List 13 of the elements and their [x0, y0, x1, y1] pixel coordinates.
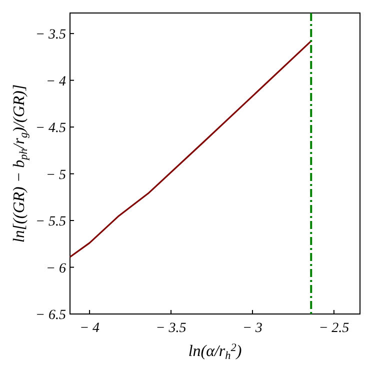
x-tick-label: − 3.5	[156, 321, 186, 336]
y-tick-label: − 6	[46, 261, 66, 276]
x-tick-label: − 2.5	[318, 321, 350, 336]
y-tick-label: − 4.5	[36, 121, 66, 136]
y-tick-label: − 6.5	[36, 308, 66, 323]
x-tick-label: − 4	[80, 321, 100, 336]
y-tick-label: − 5	[46, 168, 66, 183]
line-series	[69, 40, 312, 258]
y-tick-label: − 5.5	[36, 214, 66, 230]
x-tick-label: − 3	[242, 321, 262, 336]
y-tick-label: − 4	[46, 74, 66, 90]
y-tick-label: − 3.5	[36, 28, 66, 43]
x-axis-title: ln(α/r$_{h}$$^{2}$)	[188, 342, 242, 362]
